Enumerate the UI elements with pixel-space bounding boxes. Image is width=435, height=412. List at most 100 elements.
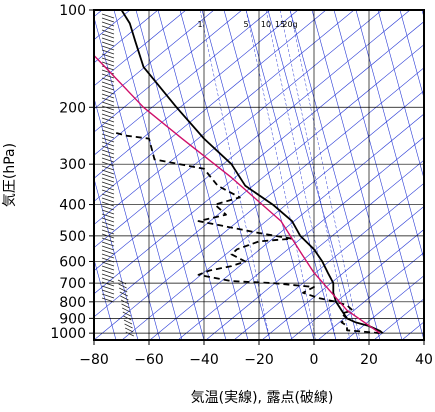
x-axis-ticks: −80 −60 −40 −20 0 20 40 <box>79 340 433 368</box>
mixing-ratio-line <box>279 10 351 340</box>
wind-barb <box>101 165 115 171</box>
isotherm-line <box>177 136 424 340</box>
wind-barb <box>101 109 115 115</box>
wind-barb <box>101 265 115 271</box>
isotherm-line <box>94 10 215 110</box>
isotherm-line <box>430 10 435 340</box>
isotherm-line <box>233 182 424 340</box>
wind-barb <box>101 197 115 203</box>
wind-barb <box>119 287 128 293</box>
mixing-ratio-label: 1 <box>197 20 202 29</box>
mixing-ratio-label: 10 <box>261 20 271 29</box>
wind-barb <box>101 189 115 195</box>
wind-barb <box>101 29 115 35</box>
wind-barb <box>101 129 115 135</box>
y-tick-label: 300 <box>59 157 86 173</box>
wind-barb <box>101 17 115 23</box>
isotherm-line <box>401 321 424 340</box>
wind-barb <box>101 77 115 83</box>
wind-barb <box>101 113 115 119</box>
y-tick-label: 900 <box>59 311 86 327</box>
y-tick-label: 500 <box>59 229 86 245</box>
wind-barb <box>101 257 115 263</box>
wind-barb <box>101 249 115 255</box>
isotherm-line <box>205 159 424 340</box>
wind-barb <box>101 85 115 91</box>
wind-barb <box>101 181 115 187</box>
wind-barb <box>101 241 115 247</box>
y-tick-label: 400 <box>59 198 86 214</box>
wind-barb <box>101 13 115 19</box>
dry-adiabat-line <box>289 10 381 340</box>
wind-barb <box>101 225 115 231</box>
mixing-ratio-line <box>199 10 271 340</box>
mixing-ratio-label: 20g <box>282 20 297 29</box>
x-tick-label: −20 <box>244 352 274 368</box>
isotherm-line <box>317 252 424 340</box>
wind-barb <box>101 201 115 207</box>
dry-adiabat-line <box>94 258 117 340</box>
isotherm-line <box>261 205 424 340</box>
wind-barb <box>101 25 115 31</box>
wind-barb <box>101 277 115 283</box>
wind-barb <box>125 331 134 337</box>
dry-adiabat-line <box>113 10 205 340</box>
wind-barb <box>101 229 115 235</box>
isotherm-line <box>94 10 383 248</box>
dry-adiabat-line <box>399 10 424 100</box>
x-tick-label: −80 <box>79 352 109 368</box>
wind-barb <box>101 53 115 59</box>
wind-barb <box>101 273 115 279</box>
y-axis-title: 気圧(hPa) <box>2 143 18 207</box>
y-tick-label: 800 <box>59 295 86 311</box>
wind-barb <box>101 233 115 239</box>
dry-adiabat-line <box>267 10 359 340</box>
wind-barb <box>101 161 115 167</box>
wind-barb <box>101 21 115 27</box>
y-tick-label: 600 <box>59 254 86 270</box>
wind-barb <box>118 283 127 289</box>
x-tick-label: 0 <box>310 352 319 368</box>
mixing-ratio-line <box>245 10 317 340</box>
wind-barb <box>101 137 115 143</box>
dry-adiabat-line <box>94 177 139 340</box>
wind-barb <box>101 281 115 287</box>
dry-adiabat-line <box>311 10 403 340</box>
wind-barb <box>101 289 115 295</box>
y-tick-label: 1000 <box>50 326 86 342</box>
wind-barb <box>101 193 115 199</box>
wind-barb <box>121 303 130 309</box>
y-tick-label: 700 <box>59 276 86 292</box>
isotherm-line <box>94 67 424 340</box>
wind-barb <box>101 145 115 151</box>
isotherm-line <box>94 10 355 225</box>
wind-barb <box>119 291 128 297</box>
x-tick-label: −40 <box>189 352 219 368</box>
parcel-line <box>94 54 381 334</box>
isotherm-line <box>94 10 187 87</box>
wind-barb <box>101 285 115 291</box>
wind-barb <box>101 253 115 259</box>
wind-barb <box>101 221 115 227</box>
dry-adiabat-line <box>377 10 424 180</box>
isotherm-line <box>373 298 424 340</box>
wind-barb <box>101 149 115 155</box>
dry-adiabat-line <box>179 10 271 340</box>
y-tick-label: 200 <box>59 100 86 116</box>
dewpoint-line <box>115 131 381 335</box>
dry-adiabat-line <box>201 10 293 340</box>
dry-adiabat-line <box>157 10 249 340</box>
wind-barb <box>117 279 127 285</box>
mixing-ratio-label: 5 <box>243 20 248 29</box>
wind-barb <box>101 177 115 183</box>
wind-barb <box>101 261 115 267</box>
wind-barb <box>101 125 115 131</box>
isotherm-line <box>94 10 271 156</box>
wind-barb <box>101 33 115 39</box>
wind-barb <box>120 299 130 305</box>
wind-barb <box>101 141 115 147</box>
wind-barb <box>123 319 133 325</box>
